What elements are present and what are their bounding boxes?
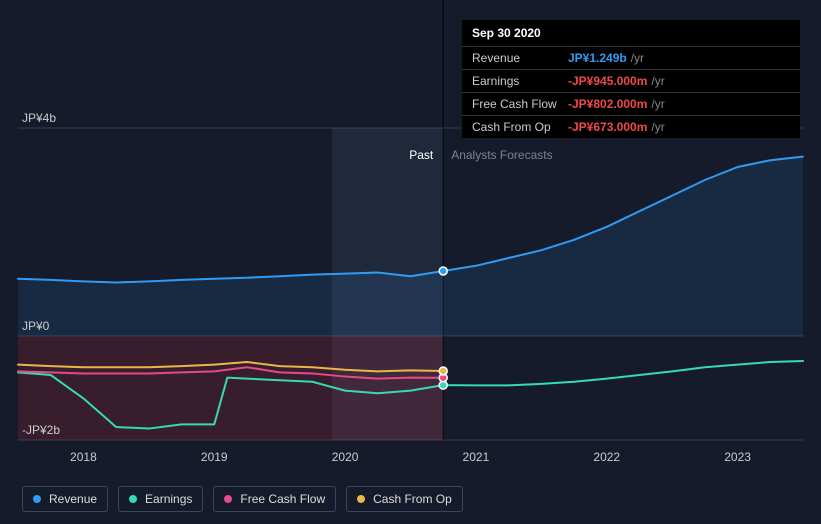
x-axis-label: 2019: [201, 450, 228, 464]
tooltip-row-value: JP¥1.249b: [568, 51, 627, 65]
legend-item-earnings[interactable]: Earnings: [118, 486, 203, 512]
tooltip-date: Sep 30 2020: [462, 20, 800, 46]
x-axis-label: 2023: [724, 450, 751, 464]
tooltip-row-label: Cash From Op: [472, 120, 568, 134]
chart-legend: Revenue Earnings Free Cash Flow Cash From O…: [22, 486, 463, 512]
tooltip-row-value: -JP¥945.000m: [568, 74, 647, 88]
tooltip-row: Cash From Op-JP¥673.000m/yr: [462, 115, 800, 138]
legend-item-revenue[interactable]: Revenue: [22, 486, 108, 512]
legend-dot-icon: [33, 495, 41, 503]
tooltip-row-value: -JP¥802.000m: [568, 97, 647, 111]
tooltip-row-unit: /yr: [651, 97, 664, 111]
tooltip-row-unit: /yr: [651, 120, 664, 134]
tooltip-row-label: Earnings: [472, 74, 568, 88]
legend-dot-icon: [224, 495, 232, 503]
legend-item-label: Earnings: [145, 492, 192, 506]
x-axis-label: 2021: [463, 450, 490, 464]
tooltip-row-unit: /yr: [631, 51, 644, 65]
past-label: Past: [409, 148, 433, 162]
financials-chart: Sep 30 2020 RevenueJP¥1.249b/yrEarnings-…: [0, 0, 821, 524]
x-axis-label: 2020: [332, 450, 359, 464]
legend-dot-icon: [129, 495, 137, 503]
tooltip-row: Free Cash Flow-JP¥802.000m/yr: [462, 92, 800, 115]
tooltip-row-label: Revenue: [472, 51, 568, 65]
forecast-label: Analysts Forecasts: [451, 148, 552, 162]
legend-item-label: Cash From Op: [373, 492, 452, 506]
tooltip-row-value: -JP¥673.000m: [568, 120, 647, 134]
legend-item-label: Revenue: [49, 492, 97, 506]
tooltip-row-unit: /yr: [651, 74, 664, 88]
legend-dot-icon: [357, 495, 365, 503]
x-axis-label: 2022: [593, 450, 620, 464]
legend-item-fcf[interactable]: Free Cash Flow: [213, 486, 336, 512]
y-axis-label: JP¥0: [22, 319, 49, 333]
legend-item-label: Free Cash Flow: [240, 492, 325, 506]
tooltip-row: RevenueJP¥1.249b/yr: [462, 46, 800, 69]
tooltip-row: Earnings-JP¥945.000m/yr: [462, 69, 800, 92]
y-axis-label: -JP¥2b: [22, 423, 60, 437]
x-axis-label: 2018: [70, 450, 97, 464]
legend-item-cfo[interactable]: Cash From Op: [346, 486, 463, 512]
y-axis-label: JP¥4b: [22, 111, 56, 125]
chart-tooltip: Sep 30 2020 RevenueJP¥1.249b/yrEarnings-…: [462, 20, 800, 138]
tooltip-row-label: Free Cash Flow: [472, 97, 568, 111]
